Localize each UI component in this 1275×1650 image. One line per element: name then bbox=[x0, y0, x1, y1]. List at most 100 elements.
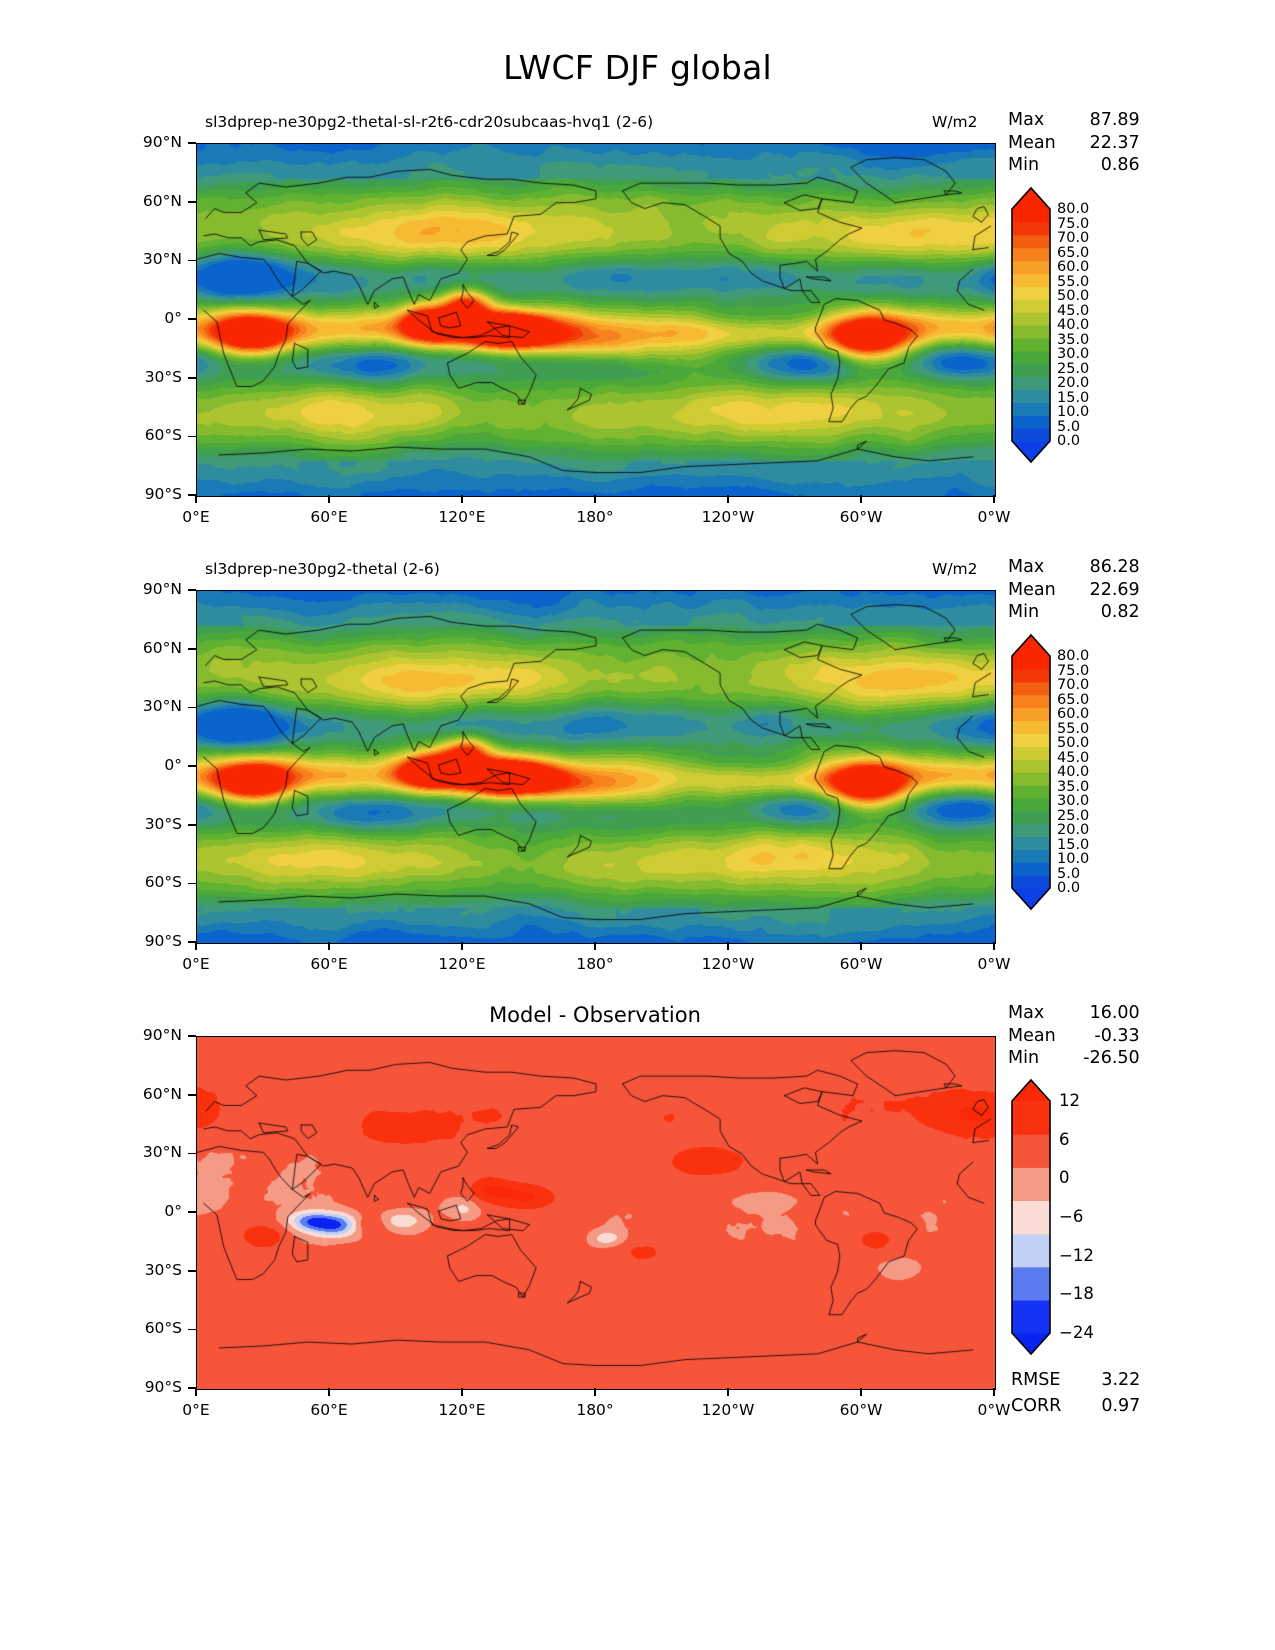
y-tick-label: 90°N bbox=[142, 1026, 182, 1044]
colorbar-tick-label: 35.0 bbox=[1057, 331, 1090, 348]
x-tick bbox=[860, 495, 862, 503]
y-tick-label: 0° bbox=[164, 309, 182, 327]
x-tick-label: 60°E bbox=[310, 508, 348, 526]
map-model-canvas bbox=[197, 144, 995, 496]
x-tick-label: 180° bbox=[576, 1401, 614, 1419]
x-tick-label: 0°W bbox=[977, 1401, 1011, 1419]
stats-model: Max 87.89 Mean 22.37 Min 0.86 bbox=[1008, 110, 1140, 178]
y-tick bbox=[188, 142, 196, 144]
map-difference[interactable] bbox=[196, 1036, 996, 1390]
x-tick bbox=[860, 1388, 862, 1396]
y-tick-label: 60°N bbox=[142, 191, 182, 210]
x-tick bbox=[195, 1388, 197, 1396]
metrics-difference: RMSE 3.22 CORR 0.97 bbox=[1008, 1367, 1143, 1420]
x-tick-label: 120°E bbox=[438, 1401, 486, 1419]
x-tick-label: 60°E bbox=[310, 955, 348, 973]
colorbar-observation[interactable]: 0.0 5.0 10.0 15.0 20.0 25.0 30.0 35.0 40.0 45.0 50… bbox=[1010, 633, 1210, 915]
y-tick-label: 60°S bbox=[144, 426, 182, 445]
stat-value: 87.89 bbox=[1089, 110, 1140, 130]
stat-value: -26.50 bbox=[1083, 1048, 1140, 1068]
stats-observation: Max 86.28 Mean 22.69 Min 0.82 bbox=[1008, 557, 1140, 625]
colorbar-model[interactable]: 0.0 5.0 10.0 15.0 20.0 25.0 30.0 35.0 40.0 45.0 50… bbox=[1010, 186, 1210, 468]
x-tick-label: 0°W bbox=[977, 955, 1011, 973]
x-tick bbox=[328, 942, 330, 950]
colorbar-tick-label: 65.0 bbox=[1057, 244, 1090, 261]
x-tick-label: 120°W bbox=[701, 1401, 755, 1419]
y-tick-label: 30°S bbox=[144, 367, 182, 386]
stat-key: Mean bbox=[1008, 579, 1056, 600]
colorbar-tick-label: 30.0 bbox=[1057, 346, 1090, 362]
map-observation[interactable] bbox=[196, 590, 996, 944]
colorbar-tick-label: 35.0 bbox=[1057, 778, 1090, 795]
colorbar-tick-label: 0.0 bbox=[1057, 880, 1081, 896]
colorbar-tick-label: 70.0 bbox=[1057, 677, 1090, 693]
colorbar-swatches bbox=[1011, 186, 1051, 464]
y-tick-label: 30°N bbox=[142, 1143, 182, 1162]
colorbar-tick-label: 55.0 bbox=[1057, 273, 1090, 290]
colorbar-tick-label: 50.0 bbox=[1057, 288, 1090, 304]
x-tick bbox=[594, 495, 596, 503]
y-tick bbox=[188, 589, 196, 591]
x-tick bbox=[195, 495, 197, 503]
y-tick-label: 60°S bbox=[144, 1319, 182, 1338]
y-tick bbox=[188, 823, 196, 826]
y-tick bbox=[188, 647, 196, 650]
colorbar-tick-label: 80.0 bbox=[1057, 201, 1090, 217]
y-tick bbox=[188, 376, 196, 379]
y-tick bbox=[188, 318, 196, 320]
y-tick-label: 30°N bbox=[142, 697, 182, 716]
x-tick bbox=[195, 942, 197, 950]
y-tick bbox=[188, 706, 196, 709]
colorbar-tick-label: −12 bbox=[1059, 1245, 1094, 1265]
x-tick bbox=[727, 942, 729, 950]
colorbar-tick-label: 65.0 bbox=[1057, 691, 1090, 708]
y-tick bbox=[188, 1211, 196, 1213]
y-tick-label: 90°S bbox=[144, 485, 182, 503]
colorbar-tick-label: 70.0 bbox=[1057, 230, 1090, 246]
x-tick-label: 0°E bbox=[182, 508, 210, 526]
x-tick-label: 0°E bbox=[182, 1401, 210, 1419]
metric-key: CORR bbox=[1011, 1395, 1062, 1416]
y-tick bbox=[188, 1093, 196, 1096]
colorbar-tick-label: 15.0 bbox=[1057, 389, 1090, 406]
metric-value: 3.22 bbox=[1101, 1370, 1141, 1390]
colorbar-tick-label: 25.0 bbox=[1057, 360, 1090, 377]
y-tick bbox=[188, 1328, 196, 1331]
colorbar-tick-label: 5.0 bbox=[1057, 865, 1081, 882]
stat-key: Mean bbox=[1008, 1025, 1056, 1046]
figure-suptitle: LWCF DJF global bbox=[503, 48, 772, 87]
colorbar-tick-label: 30.0 bbox=[1057, 793, 1090, 809]
y-tick-label: 90°N bbox=[142, 133, 182, 151]
colorbar-tick-label: 75.0 bbox=[1057, 662, 1090, 679]
colorbar-tick-label: −18 bbox=[1059, 1284, 1094, 1304]
y-tick-label: 90°S bbox=[144, 932, 182, 950]
y-tick-label: 60°S bbox=[144, 873, 182, 892]
x-tick bbox=[461, 942, 463, 950]
panel-model-units: W/m2 bbox=[932, 113, 978, 131]
y-tick-label: 0° bbox=[164, 756, 182, 774]
x-tick bbox=[860, 942, 862, 950]
x-tick-label: 120°W bbox=[701, 955, 755, 973]
colorbar-tick-label: 10.0 bbox=[1057, 404, 1090, 420]
stat-value: -0.33 bbox=[1094, 1025, 1140, 1046]
stat-value: 22.69 bbox=[1089, 579, 1140, 600]
panel-observation-title: sl3dprep-ne30pg2-thetal (2-6) bbox=[205, 560, 440, 578]
y-tick-label: 30°N bbox=[142, 250, 182, 269]
colorbar-tick-label: 6 bbox=[1059, 1129, 1070, 1149]
x-tick bbox=[727, 1388, 729, 1396]
colorbar-tick-label: 20.0 bbox=[1057, 822, 1090, 838]
colorbar-difference[interactable]: −24 −18 −12 −6 0 6 12 bbox=[1010, 1078, 1210, 1360]
stat-value: 0.82 bbox=[1100, 602, 1140, 622]
colorbar-tick-label: 5.0 bbox=[1057, 418, 1081, 435]
colorbar-swatches bbox=[1011, 1078, 1051, 1356]
x-tick bbox=[328, 1388, 330, 1396]
map-model[interactable] bbox=[196, 143, 996, 497]
stat-value: 86.28 bbox=[1089, 557, 1140, 577]
stat-key: Max bbox=[1008, 110, 1045, 130]
x-tick-label: 120°E bbox=[438, 508, 486, 526]
colorbar-tick-label: 25.0 bbox=[1057, 807, 1090, 824]
stat-value: 16.00 bbox=[1089, 1003, 1140, 1023]
stat-key: Max bbox=[1008, 557, 1045, 577]
map-difference-canvas bbox=[197, 1037, 995, 1389]
